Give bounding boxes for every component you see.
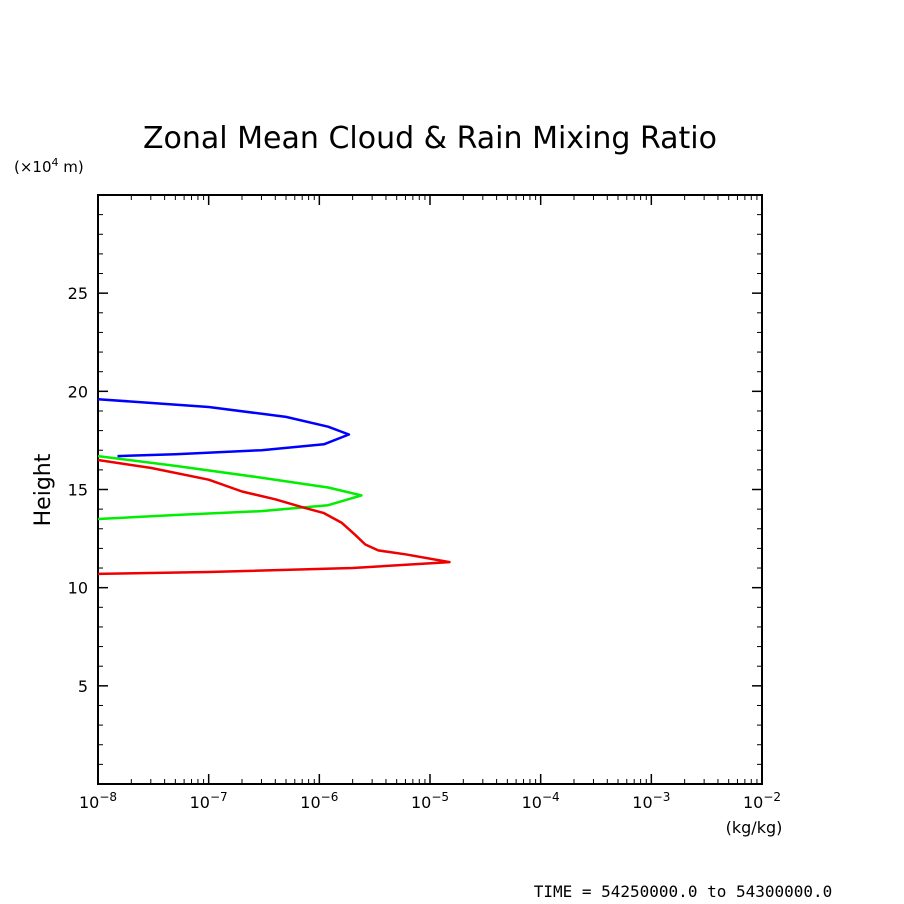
y-tick-label: 5: [78, 677, 88, 696]
x-tick-label: 10−6: [300, 790, 338, 812]
plot-area: 10−8 10−7 10−6 10−5 10−4 10−3 10−2 5 10 15 20 25: [68, 194, 781, 812]
y-tick-label: 20: [68, 382, 88, 401]
x-tick-label: 10−7: [190, 790, 228, 812]
x-unit-label: (kg/kg): [726, 818, 783, 837]
x-tick-label: 10−2: [743, 790, 781, 812]
series-line-1: [97, 397, 351, 458]
series-line-3: [97, 458, 451, 576]
y-unit-label: (×104 m): [14, 156, 84, 176]
time-annotation: TIME = 54250000.0 to 54300000.0: [534, 882, 833, 901]
x-tick-label: 10−3: [632, 790, 670, 812]
chart-title: Zonal Mean Cloud & Rain Mixing Ratio: [143, 121, 717, 156]
y-tick-label: 15: [68, 481, 88, 500]
x-tick-label: 10−4: [522, 790, 560, 812]
y-tick-label: 25: [68, 284, 88, 303]
y-tick-label: 10: [68, 579, 88, 598]
x-tick-label: 10−8: [79, 790, 117, 812]
series-line-2: [97, 454, 363, 521]
x-tick-label: 10−5: [411, 790, 449, 812]
y-axis-label: Height: [31, 453, 56, 526]
